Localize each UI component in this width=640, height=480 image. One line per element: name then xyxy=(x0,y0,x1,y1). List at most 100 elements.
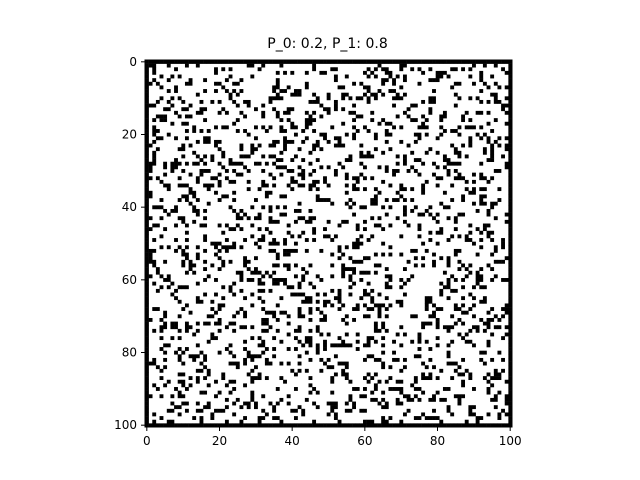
heatmap-cell xyxy=(275,241,280,246)
heatmap-cell xyxy=(192,423,197,428)
heatmap-cell xyxy=(170,169,175,173)
heatmap-cell xyxy=(181,248,186,253)
heatmap-cell xyxy=(442,158,447,162)
heatmap-cell xyxy=(192,190,197,195)
heatmap-cell xyxy=(373,263,378,268)
heatmap-cell xyxy=(388,387,393,391)
heatmap-cell xyxy=(257,227,262,232)
heatmap-cell xyxy=(261,183,266,188)
heatmap-cell xyxy=(250,325,255,330)
heatmap-cell xyxy=(163,161,168,166)
heatmap-cell xyxy=(312,60,317,64)
heatmap-cell xyxy=(199,390,204,395)
heatmap-cell xyxy=(228,321,233,326)
heatmap-cell xyxy=(490,60,495,64)
heatmap-cell xyxy=(203,89,208,93)
heatmap-cell xyxy=(413,354,418,359)
heatmap-cell xyxy=(508,292,513,297)
heatmap-cell xyxy=(254,161,258,166)
heatmap-cell xyxy=(486,317,491,322)
heatmap-cell xyxy=(203,183,208,188)
heatmap-cell xyxy=(319,278,324,282)
heatmap-cell xyxy=(392,198,396,202)
heatmap-cell xyxy=(388,121,393,126)
heatmap-cell xyxy=(381,205,386,210)
heatmap-cell xyxy=(406,107,411,112)
heatmap-cell xyxy=(293,132,298,137)
heatmap-cell xyxy=(177,405,182,410)
heatmap-cell xyxy=(275,278,280,282)
heatmap-cell xyxy=(264,161,269,166)
heatmap-cell xyxy=(472,296,476,301)
heatmap-cell xyxy=(402,187,407,192)
y-tick-label: 100 xyxy=(114,418,137,432)
heatmap-cell xyxy=(170,96,175,101)
heatmap-cell xyxy=(450,274,455,279)
heatmap-cell xyxy=(210,60,215,64)
heatmap-cell xyxy=(508,317,513,322)
heatmap-cell xyxy=(352,401,357,406)
heatmap-cell xyxy=(293,423,298,428)
heatmap-cell xyxy=(493,397,498,402)
heatmap-cell xyxy=(254,376,258,381)
heatmap-cell xyxy=(152,423,157,428)
heatmap-cell xyxy=(446,350,451,355)
heatmap-cell xyxy=(145,183,149,188)
heatmap-cell xyxy=(482,150,487,155)
heatmap-cell xyxy=(221,125,226,130)
heatmap-cell xyxy=(301,176,306,181)
heatmap-cell xyxy=(348,343,353,348)
heatmap-cell xyxy=(482,194,487,199)
heatmap-cell xyxy=(188,423,193,428)
heatmap-cell xyxy=(504,147,509,152)
heatmap-cell xyxy=(243,357,247,362)
heatmap-cell xyxy=(174,136,178,141)
heatmap-cell xyxy=(301,183,306,188)
heatmap-cell xyxy=(384,307,389,311)
heatmap-cell xyxy=(352,387,357,391)
heatmap-cell xyxy=(337,288,342,293)
heatmap-cell xyxy=(152,419,157,424)
heatmap-cell xyxy=(490,383,495,388)
heatmap-cell xyxy=(319,103,324,108)
heatmap-cell xyxy=(170,394,175,399)
heatmap-cell xyxy=(413,263,418,268)
heatmap-cell xyxy=(417,332,422,337)
heatmap-cell xyxy=(268,230,273,235)
heatmap-cell xyxy=(170,423,175,428)
heatmap-cell xyxy=(283,60,287,64)
heatmap-cell xyxy=(417,234,422,239)
heatmap-cell xyxy=(348,278,353,282)
heatmap-cell xyxy=(243,238,247,242)
heatmap-cell xyxy=(319,165,324,170)
heatmap-cell xyxy=(264,347,269,351)
heatmap-cell xyxy=(195,368,200,373)
heatmap-cell xyxy=(508,408,513,413)
heatmap-cell xyxy=(395,60,400,64)
heatmap-cell xyxy=(261,154,266,159)
heatmap-cell xyxy=(308,263,313,268)
heatmap-cell xyxy=(508,96,513,101)
heatmap-cell xyxy=(435,219,440,224)
heatmap-cell xyxy=(450,314,455,319)
heatmap-cell xyxy=(315,328,320,333)
heatmap-cell xyxy=(308,423,313,428)
heatmap-cell xyxy=(399,187,404,192)
heatmap-cell xyxy=(439,230,444,235)
heatmap-cell xyxy=(486,372,491,377)
heatmap-cell xyxy=(239,325,244,330)
heatmap-cell xyxy=(395,96,400,101)
heatmap-cell xyxy=(174,350,178,355)
heatmap-cell xyxy=(195,354,200,359)
heatmap-cell xyxy=(472,325,476,330)
heatmap-cell xyxy=(413,423,418,428)
heatmap-cell xyxy=(261,416,266,420)
heatmap-cell xyxy=(439,201,444,206)
heatmap-cell xyxy=(308,172,313,177)
heatmap-cell xyxy=(145,190,149,195)
heatmap-cell xyxy=(145,78,149,83)
heatmap-cell xyxy=(195,256,200,261)
heatmap-cell xyxy=(359,278,364,282)
heatmap-cell xyxy=(177,285,182,290)
heatmap-cell xyxy=(486,110,491,115)
